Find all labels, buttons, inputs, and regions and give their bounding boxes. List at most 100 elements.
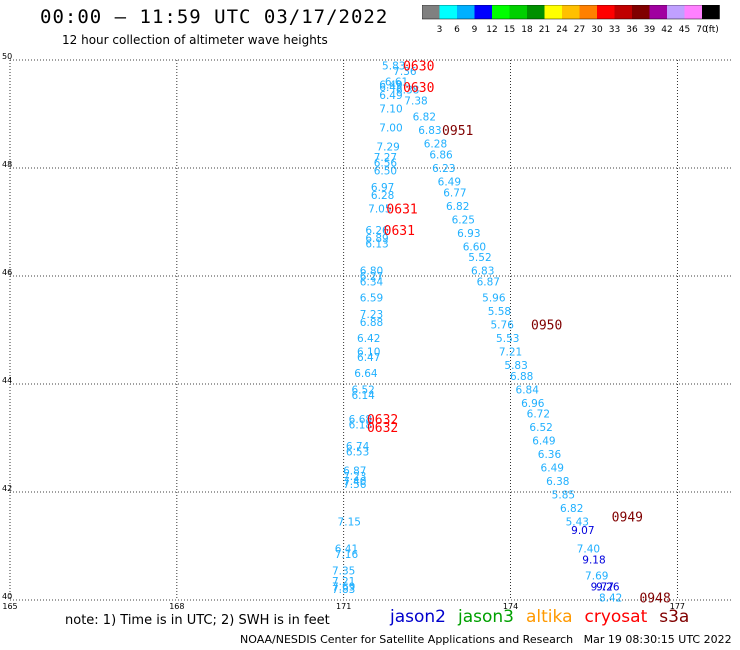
pass-time-label: 0631 bbox=[384, 224, 415, 239]
wave-height-label: 6.88 bbox=[360, 317, 383, 329]
wave-height-label: 6.27 bbox=[360, 271, 383, 283]
wave-height-label: 7.56 bbox=[343, 479, 367, 491]
wave-height-label: 6.52 bbox=[351, 384, 374, 396]
scale-unit-label: (ft) bbox=[705, 25, 719, 35]
satellite-cryosat: cryosat bbox=[584, 607, 648, 627]
wave-height-label: 6.13 bbox=[365, 239, 388, 251]
wave-height-label: 7.35 bbox=[332, 565, 355, 577]
satellite-altika: altika bbox=[526, 607, 573, 627]
scale-swatch bbox=[649, 5, 667, 19]
wave-height-label: 9.77 bbox=[591, 582, 614, 594]
scale-tick-label: 12 bbox=[486, 25, 497, 35]
wave-height-label: 7.38 bbox=[404, 96, 427, 108]
wave-height-label: 6.34 bbox=[360, 276, 384, 288]
wave-height-label: 7.27 bbox=[374, 152, 397, 164]
wave-height-label: 6.72 bbox=[527, 409, 550, 421]
wave-height-label: 6.14 bbox=[351, 390, 375, 402]
wave-height-label: 7.10 bbox=[379, 104, 402, 116]
pass-time-label: 0951 bbox=[442, 124, 473, 139]
scale-tick-label: 70 bbox=[696, 25, 708, 35]
x-tick-label: 171 bbox=[336, 602, 351, 610]
wave-height-label: 6.74 bbox=[346, 441, 370, 453]
pass-time-label: 0632 bbox=[367, 413, 398, 428]
scale-tick-label: 39 bbox=[644, 25, 656, 35]
scale-swatch bbox=[702, 5, 720, 19]
scale-swatch bbox=[579, 5, 597, 19]
chart-subtitle: 12 hour collection of altimeter wave hei… bbox=[62, 33, 328, 47]
wave-height-label: 6.82 bbox=[560, 503, 583, 515]
wave-height-label: 6.26 bbox=[365, 225, 389, 237]
wave-height-label: 7.21 bbox=[332, 576, 355, 588]
scale-swatch bbox=[614, 5, 632, 19]
scale-swatch bbox=[457, 5, 475, 19]
scale-swatch bbox=[527, 5, 545, 19]
wave-height-label: 6.83 bbox=[418, 125, 441, 137]
y-tick-label: 48 bbox=[2, 160, 12, 169]
footnote: note: 1) Time is in UTC; 2) SWH is in fe… bbox=[65, 613, 330, 628]
wave-height-label: 6.49 bbox=[438, 177, 461, 189]
wave-height-label: 6.45 bbox=[379, 82, 402, 94]
scale-tick-label: 21 bbox=[539, 25, 550, 35]
satellite-jason3: jason3 bbox=[458, 607, 514, 627]
scale-tick-label: 6 bbox=[454, 25, 460, 35]
scale-swatch bbox=[422, 5, 440, 19]
wave-height-label: 7.23 bbox=[343, 471, 366, 483]
wave-height-label: 9.07 bbox=[571, 525, 594, 537]
wave-height-label: 9.26 bbox=[596, 582, 620, 594]
wave-height-label: 6.88 bbox=[510, 371, 533, 383]
wave-height-label: 6.53 bbox=[346, 447, 369, 459]
pass-time-label: 0631 bbox=[386, 203, 417, 218]
satellite-jason2: jason2 bbox=[390, 607, 446, 627]
wave-height-label: 6.89 bbox=[365, 233, 388, 245]
satellite-legend: jason2 jason3 altika cryosat s3a bbox=[390, 607, 701, 627]
wave-height-label: 9.18 bbox=[582, 555, 605, 567]
wave-height-label: 6.61 bbox=[385, 77, 408, 89]
wave-height-label: 8.42 bbox=[599, 592, 622, 604]
wave-height-label: 6.82 bbox=[413, 112, 436, 124]
scale-tick-label: 42 bbox=[661, 25, 672, 35]
scale-tick-label: 33 bbox=[609, 25, 620, 35]
scale-swatch bbox=[544, 5, 562, 19]
wave-height-label: 6.10 bbox=[357, 347, 380, 359]
y-tick-label: 46 bbox=[2, 268, 12, 277]
pass-time-label: 0950 bbox=[531, 319, 562, 334]
wave-height-label: 6.28 bbox=[371, 190, 394, 202]
wave-height-label: 6.87 bbox=[477, 276, 500, 288]
scale-tick-label: 24 bbox=[556, 25, 568, 35]
wave-height-label: 6.36 bbox=[538, 449, 562, 461]
wave-height-label: 7.15 bbox=[338, 517, 361, 529]
wave-height-label: 6.56 bbox=[374, 158, 398, 170]
wave-height-label: 5.83 bbox=[382, 60, 405, 72]
scale-swatch bbox=[474, 5, 492, 19]
wave-height-label: 7.69 bbox=[585, 571, 608, 583]
wave-height-label: 6.82 bbox=[446, 201, 469, 213]
wave-height-label: 7.36 bbox=[393, 66, 417, 78]
wave-height-label: 7.29 bbox=[376, 141, 399, 153]
scale-tick-label: 3 bbox=[437, 25, 443, 35]
wave-height-label: 7.40 bbox=[577, 544, 600, 556]
wave-height-label: 5.83 bbox=[504, 360, 527, 372]
scale-swatch bbox=[509, 5, 527, 19]
scale-tick-label: 30 bbox=[591, 25, 603, 35]
wave-height-label: 6.60 bbox=[463, 241, 486, 253]
wave-height-label: 5.43 bbox=[566, 517, 589, 529]
credit-org: NOAA/NESDIS Center for Satellite Applica… bbox=[240, 633, 574, 646]
color-scale-legend: 3 6 9 12 15 18 21 24 27 30 33 36 39 42 45 70(ft) bbox=[422, 5, 720, 35]
wave-height-label: 6.49 bbox=[532, 436, 555, 448]
wave-height-label: 5.52 bbox=[468, 252, 491, 264]
scale-tick-label: 15 bbox=[504, 25, 515, 35]
wave-height-label: 6.59 bbox=[360, 293, 383, 305]
wave-height-label: 6.49 bbox=[379, 90, 402, 102]
wave-height-label: 6.49 bbox=[541, 463, 564, 475]
pass-time-label: 0630 bbox=[403, 59, 434, 74]
scale-tick-label: 18 bbox=[521, 25, 533, 35]
wave-height-label: 6.28 bbox=[424, 139, 447, 151]
scale-swatch bbox=[632, 5, 650, 19]
chart-title: 00:00 – 11:59 UTC 03/17/2022 bbox=[40, 6, 389, 28]
wave-height-label: 6.18 bbox=[349, 420, 372, 432]
wave-height-label: 7.16 bbox=[335, 549, 359, 561]
wave-height-label: 6.77 bbox=[443, 187, 466, 199]
wave-height-label: 5.85 bbox=[552, 490, 575, 502]
wave-height-label: 6.97 bbox=[371, 182, 394, 194]
wave-height-label: 6.84 bbox=[516, 384, 540, 396]
